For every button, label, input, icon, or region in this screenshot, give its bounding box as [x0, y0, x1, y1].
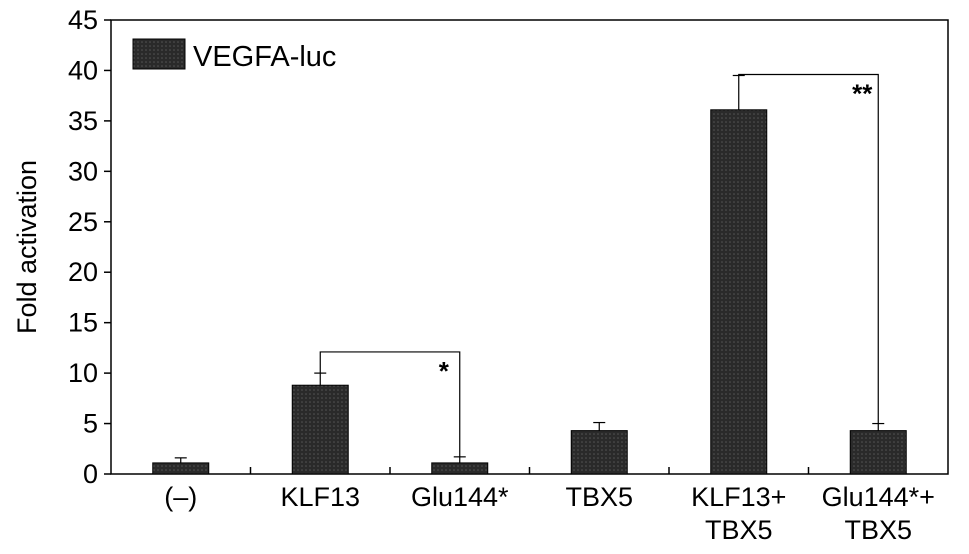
bar — [849, 430, 907, 475]
y-axis-title: Fold activation — [12, 160, 42, 334]
y-tick-label: 25 — [68, 207, 98, 237]
bar — [291, 384, 349, 475]
y-tick-label: 35 — [68, 106, 98, 136]
y-tick-label: 30 — [68, 156, 98, 186]
bar — [431, 462, 489, 475]
significance-label: ** — [852, 78, 873, 108]
x-category-label: TBX5 — [844, 515, 912, 545]
significance-bracket — [738, 73, 879, 424]
bar — [570, 430, 628, 475]
x-category-label: TBX5 — [565, 482, 633, 512]
y-tick-label: 5 — [83, 409, 98, 439]
x-category-label: (–) — [164, 482, 197, 512]
y-tick-label: 0 — [83, 459, 98, 489]
significance-bracket — [319, 351, 461, 457]
y-tick-label: 20 — [68, 257, 98, 287]
y-tick-label: 40 — [68, 55, 98, 85]
bars — [152, 109, 907, 475]
x-category-label: KLF13 — [280, 482, 360, 512]
y-tick-label: 10 — [68, 358, 98, 388]
bar — [152, 462, 210, 475]
plot-frame — [110, 19, 949, 475]
bar — [710, 109, 768, 475]
x-category-label: TBX5 — [705, 515, 773, 545]
significance-brackets: *** — [319, 73, 879, 457]
legend-label: VEGFA-luc — [193, 41, 336, 73]
y-tick-label: 15 — [68, 308, 98, 338]
legend: VEGFA-luc — [132, 38, 336, 73]
x-category-label: KLF13+ — [691, 482, 786, 512]
x-axis-ticks: (–) KLF13 Glu144* TBX5 KLF13+TBX5Glu144*+TBX… — [164, 467, 935, 545]
significance-label: * — [439, 356, 450, 386]
x-category-label: Glu144*+ — [822, 482, 935, 512]
legend-swatch — [132, 38, 186, 70]
y-tick-label: 45 — [68, 5, 98, 35]
x-category-label: Glu144* — [411, 482, 509, 512]
y-axis-ticks: 0 5 10 15 20 25 30 35 40 45 — [68, 5, 111, 489]
error-bars — [174, 74, 885, 463]
